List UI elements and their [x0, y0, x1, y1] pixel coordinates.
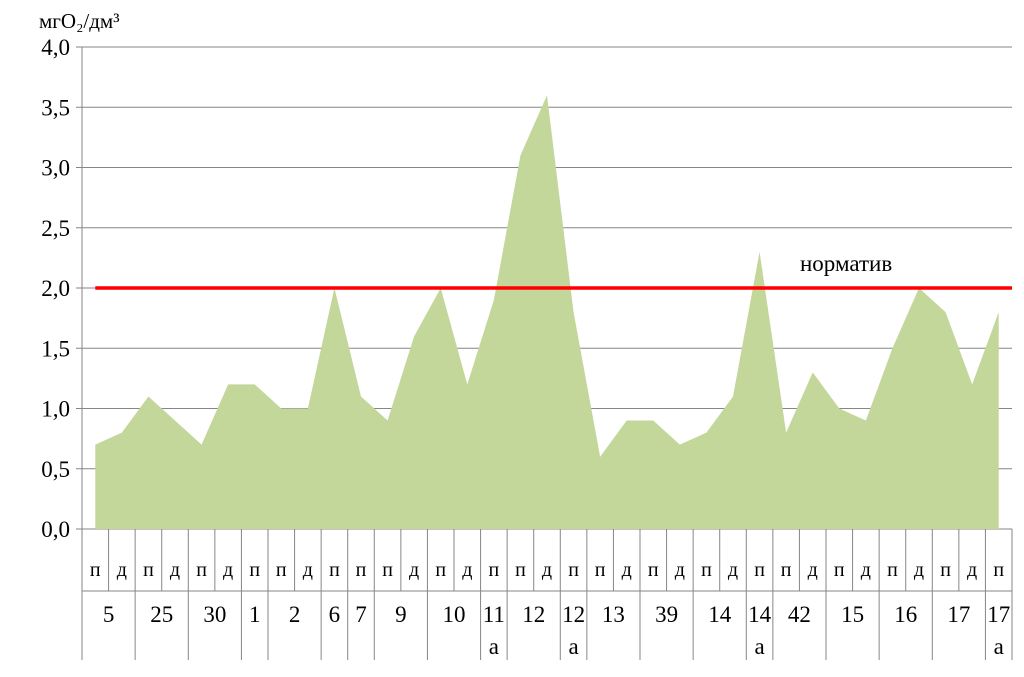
sub-label: п	[940, 559, 951, 581]
sub-label: п	[754, 559, 765, 581]
sub-label: п	[887, 559, 898, 581]
sub-label: д	[223, 559, 233, 581]
group-label: 25	[150, 602, 173, 627]
data-area	[95, 95, 998, 529]
group-label: 39	[655, 602, 678, 627]
sub-label: д	[170, 559, 180, 581]
sub-label: п	[249, 559, 260, 581]
sub-label: п	[143, 559, 154, 581]
group-label: 9	[395, 602, 407, 627]
sub-label: п	[595, 559, 606, 581]
y-tick-label: 1,5	[41, 336, 70, 361]
y-tick-label: 3,5	[41, 95, 70, 120]
group-label: 17	[947, 602, 970, 627]
y-tick-label: 2,0	[41, 276, 70, 301]
sub-label: п	[568, 559, 579, 581]
group-label: 13	[602, 602, 625, 627]
y-tick-label: 3,0	[41, 156, 70, 181]
y-tick-label: 2,5	[41, 216, 70, 241]
sub-label: д	[542, 559, 552, 581]
group-label: 12	[522, 602, 545, 627]
sub-label: д	[808, 559, 818, 581]
sub-label: п	[276, 559, 287, 581]
y-tick-label: 0,5	[41, 457, 70, 482]
sub-label: п	[382, 559, 393, 581]
sub-label: п	[489, 559, 500, 581]
sub-label: д	[914, 559, 924, 581]
y-tick-label: 4,0	[41, 35, 70, 60]
group-label: 10	[443, 602, 466, 627]
sub-label: д	[622, 559, 632, 581]
group-label: 14	[748, 602, 772, 627]
group-label: 16	[894, 602, 917, 627]
reference-line-label: норматив	[800, 251, 892, 276]
group-label-suffix: а	[994, 634, 1004, 659]
group-label: 6	[329, 602, 341, 627]
area-layer	[95, 95, 998, 529]
sub-label: д	[303, 559, 313, 581]
group-label: 2	[289, 602, 301, 627]
sub-label: д	[117, 559, 127, 581]
sub-label: д	[967, 559, 977, 581]
sub-label: п	[90, 559, 101, 581]
sub-label: п	[993, 559, 1004, 581]
y-tick-label: 0,0	[41, 517, 70, 542]
sub-label: п	[356, 559, 367, 581]
group-label: 5	[103, 602, 115, 627]
group-label: 30	[203, 602, 226, 627]
sub-label: п	[648, 559, 659, 581]
sub-label: д	[728, 559, 738, 581]
sub-label: п	[435, 559, 446, 581]
sub-label: п	[329, 559, 340, 581]
group-label: 15	[841, 602, 864, 627]
group-label-suffix: а	[754, 634, 764, 659]
sub-label: д	[462, 559, 472, 581]
sub-label: п	[515, 559, 526, 581]
group-label: 11	[483, 602, 505, 627]
group-label: 17	[987, 602, 1010, 627]
group-label: 1	[249, 602, 261, 627]
sub-label: п	[196, 559, 207, 581]
y-tick-label: 1,0	[41, 397, 70, 422]
sub-label: д	[409, 559, 419, 581]
sub-label: п	[834, 559, 845, 581]
group-label: 12	[562, 602, 585, 627]
y-axis-label: мгO₂/дм³	[39, 9, 120, 33]
group-label: 42	[788, 602, 811, 627]
sub-label: д	[861, 559, 871, 581]
sub-label: п	[781, 559, 792, 581]
sub-label: п	[701, 559, 712, 581]
group-label-suffix: а	[568, 634, 578, 659]
group-label: 14	[708, 602, 732, 627]
group-label-suffix: а	[489, 634, 499, 659]
group-label: 7	[355, 602, 367, 627]
sub-label: д	[675, 559, 685, 581]
